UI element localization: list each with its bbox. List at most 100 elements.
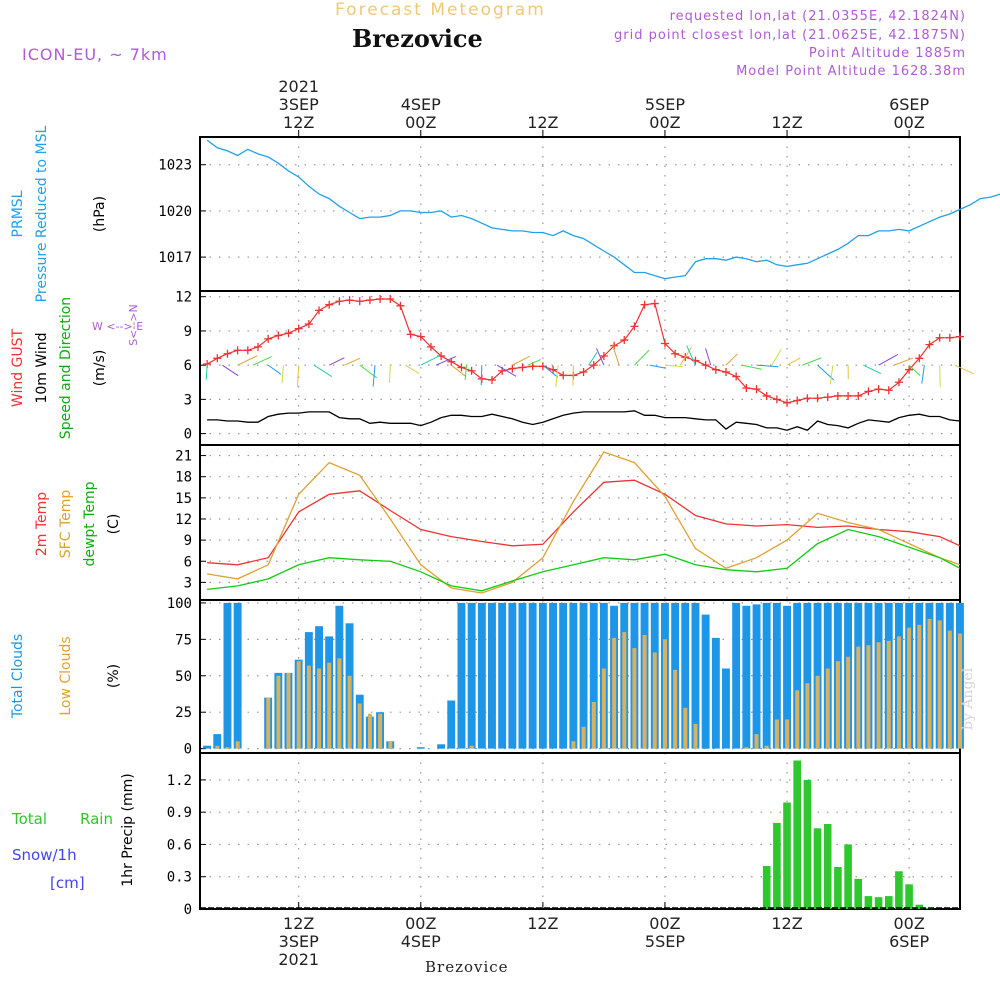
y-tick-label: 25 xyxy=(175,705,192,721)
total-cloud-bar xyxy=(223,602,232,749)
wind-arrow xyxy=(756,364,779,368)
wind-unit-label: (m/s) xyxy=(92,350,108,387)
low-cloud-bar xyxy=(591,702,596,749)
gust-label: Wind GUST xyxy=(10,328,26,407)
wind-arrow xyxy=(634,349,650,366)
gust-marker xyxy=(355,297,364,306)
wind-arrow xyxy=(267,364,282,375)
rain-bar xyxy=(854,878,862,909)
low-cloud-bar xyxy=(357,703,362,749)
gust-marker xyxy=(345,296,354,305)
low-cloud-bar xyxy=(235,741,240,749)
wind-arrow xyxy=(450,364,467,378)
total-cloud-bar xyxy=(579,602,588,749)
y-tick-label: 0.3 xyxy=(167,870,192,886)
wind-arrow xyxy=(649,364,666,369)
model-point-altitude: Model Point Altitude 1628.38m xyxy=(736,64,966,79)
date-label-top: 4SEP xyxy=(401,95,441,114)
y-tick-label: 1.2 xyxy=(167,773,192,789)
y-tick-label: 0 xyxy=(184,742,192,758)
gust-marker xyxy=(620,336,629,345)
total-cloud-bar xyxy=(437,744,446,749)
panel-frame xyxy=(199,290,961,446)
gust-marker xyxy=(854,391,863,400)
gust-marker xyxy=(528,362,537,371)
low-cloud-bar xyxy=(846,656,851,749)
low-cloud-bar xyxy=(856,646,861,749)
total-rain-label-b: Rain xyxy=(80,810,113,828)
gust-marker xyxy=(538,362,547,371)
total-cloud-bar xyxy=(488,602,496,749)
gust-marker xyxy=(711,365,720,374)
gust-marker xyxy=(732,372,741,381)
wind-arrow xyxy=(611,344,620,366)
wind-arrow xyxy=(741,364,762,370)
hour-label-bottom: 12Z xyxy=(527,914,558,933)
total-rain-label-a: Total xyxy=(11,810,47,828)
temp-dewpt-label: dewpt Temp xyxy=(82,481,98,566)
low-cloud-bar xyxy=(683,707,688,749)
low-cloud-bar xyxy=(835,661,840,749)
gust-marker xyxy=(325,300,334,309)
wind-arrow xyxy=(222,364,239,377)
gust-marker xyxy=(650,299,659,308)
low-cloud-bar xyxy=(469,745,474,749)
low-cloud-bar xyxy=(947,630,952,749)
gust-marker xyxy=(894,378,903,387)
rain-bar xyxy=(905,884,913,909)
gust-marker xyxy=(243,346,252,355)
hour-label-top: 12Z xyxy=(771,113,802,132)
pressure-label-short: PRMSL xyxy=(10,190,26,237)
total-cloud-bar xyxy=(498,602,507,749)
gust-marker xyxy=(406,330,415,339)
snow-label: Snow/1h xyxy=(12,846,77,864)
wind-arrow xyxy=(480,365,483,386)
wind-speed-line xyxy=(207,410,961,431)
y-tick-label: 0.6 xyxy=(167,837,192,853)
gust-marker xyxy=(630,322,639,331)
total-cloud-bar xyxy=(467,602,476,749)
gust-marker xyxy=(599,352,608,361)
gust-marker xyxy=(284,329,293,338)
y-tick-label: 1017 xyxy=(158,250,192,266)
wind-arrow xyxy=(344,357,361,366)
gust-marker xyxy=(793,396,802,405)
total-cloud-bar xyxy=(681,602,690,749)
gust-marker xyxy=(518,363,527,372)
y-tick-label: 12 xyxy=(175,290,192,306)
wind-arrow xyxy=(297,365,300,387)
wind-arrow xyxy=(420,355,440,366)
wind-arrow xyxy=(829,365,834,385)
y-tick-label: 15 xyxy=(175,491,192,507)
low-cloud-bar xyxy=(642,635,647,749)
date-label-bottom: 6SEP xyxy=(889,932,929,951)
wind-arrow xyxy=(237,355,258,366)
wind-label: 10m Wind xyxy=(34,332,50,403)
gust-marker xyxy=(640,300,649,309)
total-cloud-bar xyxy=(477,602,486,749)
gust-marker xyxy=(335,297,344,306)
low-cloud-bar xyxy=(886,640,891,749)
rain-bar xyxy=(874,897,883,909)
low-cloud-bar xyxy=(347,675,352,749)
gust-marker xyxy=(691,356,700,365)
low-cloud-bar xyxy=(266,697,271,749)
total-cloud-bar xyxy=(213,734,222,749)
y-tick-label: 100 xyxy=(167,596,192,612)
date-label-bottom: 4SEP xyxy=(401,932,441,951)
total-cloud-bar xyxy=(783,605,791,749)
total-cloud-bar xyxy=(549,602,557,749)
wind-arrow xyxy=(802,357,822,366)
hour-label-top: 12Z xyxy=(527,113,558,132)
low-cloud-bar xyxy=(825,668,830,749)
wind-arrow xyxy=(863,364,882,375)
low-clouds-label: Low Clouds xyxy=(58,636,74,715)
gust-marker xyxy=(396,301,405,310)
temp-dewpt-line xyxy=(207,528,961,592)
gust-marker xyxy=(579,367,588,376)
gust-marker xyxy=(549,365,558,374)
gust-marker xyxy=(376,294,385,303)
gust-marker xyxy=(365,296,374,305)
hour-label-bottom: 00Z xyxy=(405,914,436,933)
low-cloud-bar xyxy=(276,675,281,749)
